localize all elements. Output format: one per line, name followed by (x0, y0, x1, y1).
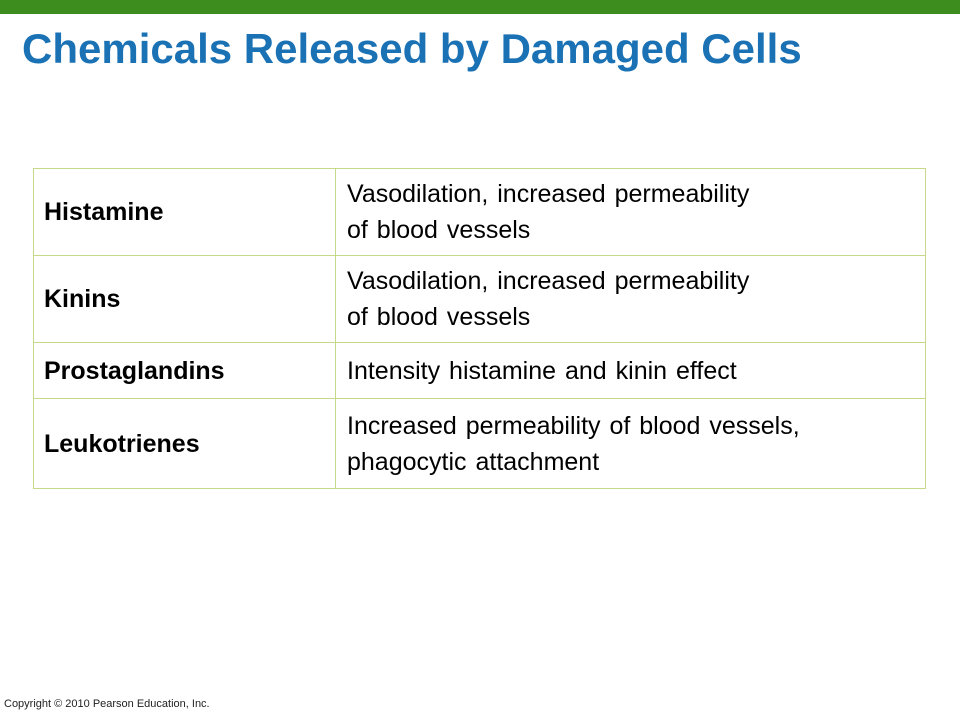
effect-line-1: Vasodilation, increased permeability (347, 180, 750, 208)
chemicals-table: Histamine Vasodilation, increased permea… (33, 168, 926, 489)
chemicals-table-container: Histamine Vasodilation, increased permea… (33, 168, 926, 489)
chemical-name-cell: Leukotrienes (33, 398, 336, 489)
table-row-histamine: Histamine Vasodilation, increased permea… (33, 168, 926, 256)
table-row-leukotrienes: Leukotrienes Increased permeability of b… (33, 398, 926, 489)
effect-line-1: Intensity histamine and kinin effect (347, 356, 737, 385)
top-accent-bar (0, 0, 960, 14)
table-row-kinins: Kinins Vasodilation, increased permeabil… (33, 255, 926, 343)
effect-line-2: of blood vessels (347, 216, 531, 244)
chemical-effect-cell: Increased permeability of blood vessels,… (335, 398, 926, 489)
table-row-prostaglandins: Prostaglandins Intensity histamine and k… (33, 342, 926, 399)
effect-line-1: Vasodilation, increased permeability (347, 267, 750, 295)
chemical-effect-cell: Vasodilation, increased permeability of … (335, 255, 926, 343)
chemical-effect-cell: Intensity histamine and kinin effect (335, 342, 926, 399)
effect-line-1: Increased permeability of blood vessels, (347, 411, 800, 440)
effect-line-2: phagocytic attachment (347, 447, 600, 476)
effect-line-2: of blood vessels (347, 303, 531, 331)
slide-title: Chemicals Released by Damaged Cells (22, 25, 802, 72)
chemical-name-cell: Prostaglandins (33, 342, 336, 399)
chemical-effect-cell: Vasodilation, increased permeability of … (335, 168, 926, 256)
chemical-name-cell: Histamine (33, 168, 336, 256)
chemical-name-cell: Kinins (33, 255, 336, 343)
copyright-notice: Copyright © 2010 Pearson Education, Inc. (4, 698, 210, 710)
